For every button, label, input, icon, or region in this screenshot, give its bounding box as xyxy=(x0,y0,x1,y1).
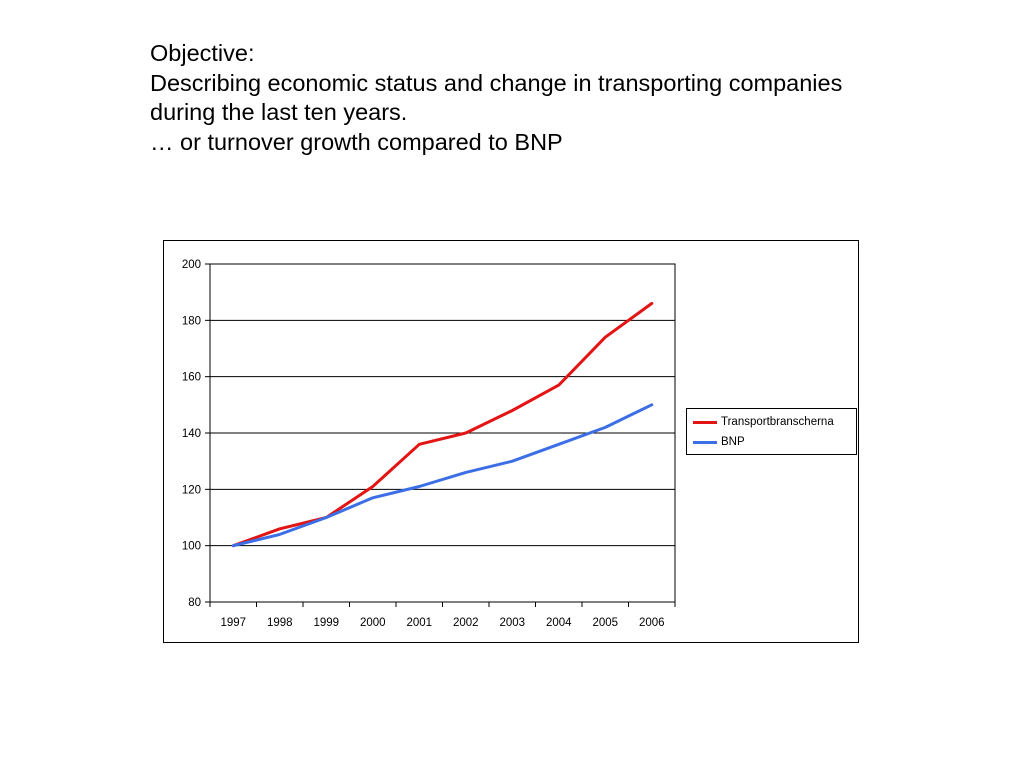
x-tick-label-1997: 1997 xyxy=(220,617,246,629)
series-line-bnp xyxy=(231,403,654,548)
legend-swatch-transportbranscherna xyxy=(693,420,717,424)
objective-label: Objective: xyxy=(150,40,255,66)
legend-label-bnp: BNP xyxy=(721,436,745,448)
y-tick-label-100: 100 xyxy=(182,541,201,553)
legend-item-transportbranscherna: Transportbranscherna xyxy=(693,414,834,430)
x-tick-label-2002: 2002 xyxy=(453,617,479,629)
y-tick-label-140: 140 xyxy=(182,428,201,440)
objective-line-2: during the last ten years. xyxy=(150,99,408,125)
x-tick-label-2006: 2006 xyxy=(639,617,665,629)
chart-legend: Transportbranscherna BNP xyxy=(686,408,857,455)
x-tick-label-2001: 2001 xyxy=(406,617,432,629)
objective-line-1: Describing economic status and change in… xyxy=(150,69,843,96)
legend-item-bnp: BNP xyxy=(693,434,745,450)
x-tick-label-2005: 2005 xyxy=(592,617,618,629)
y-tick-label-120: 120 xyxy=(182,484,201,496)
y-tick-label-160: 160 xyxy=(182,372,201,384)
y-tick-label-200: 200 xyxy=(182,259,201,271)
x-tick-label-2003: 2003 xyxy=(499,617,525,629)
line-chart: 200 180 160 140 120 100 80 1997 1998 1999 2000 2001… xyxy=(182,259,676,629)
x-tick-label-2000: 2000 xyxy=(360,617,386,629)
legend-label-transportbranscherna: Transportbranscherna xyxy=(721,416,834,428)
x-tick-label-1999: 1999 xyxy=(313,617,339,629)
legend-swatch-bnp xyxy=(693,440,717,444)
y-tick-label-80: 80 xyxy=(188,597,201,609)
series-line-transportbranscherna xyxy=(231,301,654,548)
x-tick-label-2004: 2004 xyxy=(546,617,572,629)
chart-frame: 200 180 160 140 120 100 80 1997 1998 1999 2000 2001… xyxy=(163,240,859,643)
objective-line-3: … or turnover growth compared to BNP xyxy=(150,128,563,155)
y-tick-label-180: 180 xyxy=(182,315,201,327)
x-tick-label-1998: 1998 xyxy=(267,617,293,629)
slide-heading: Objective: Describing economic status an… xyxy=(150,39,950,157)
